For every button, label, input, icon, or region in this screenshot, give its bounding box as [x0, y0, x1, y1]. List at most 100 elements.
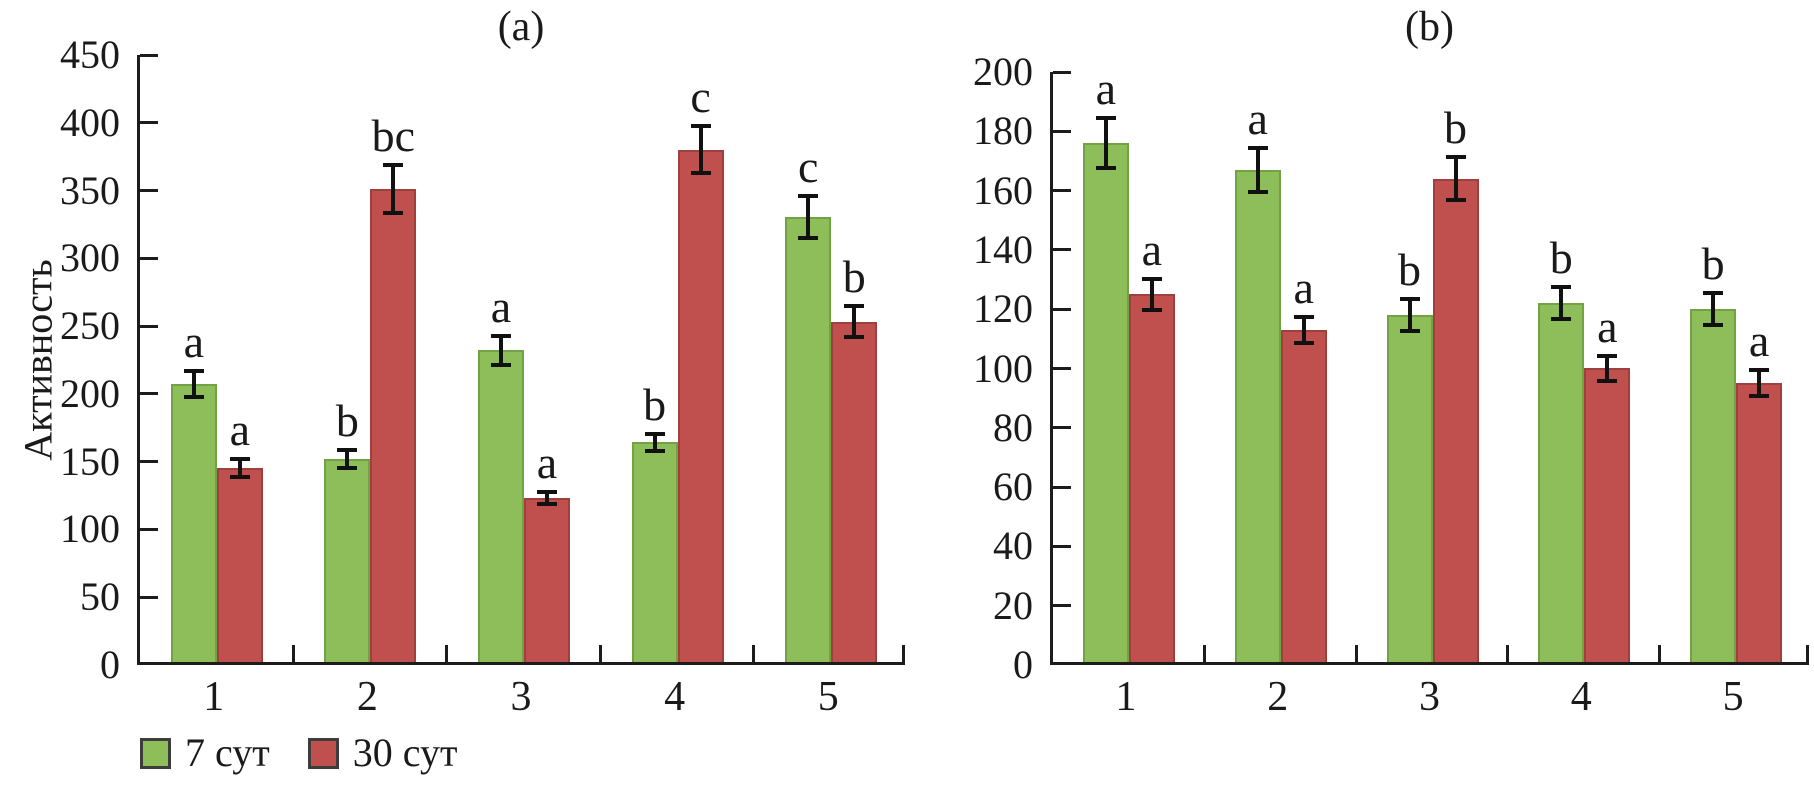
legend-item-7sut: 7 сут	[140, 733, 270, 773]
significance-letter: a	[1095, 63, 1117, 115]
legend: 7 сут 30 сут	[140, 733, 457, 773]
error-bar-stem	[1453, 155, 1458, 203]
x-tick	[291, 645, 295, 662]
significance-letter: b	[643, 378, 667, 430]
legend-item-30sut: 30 сут	[307, 730, 458, 775]
significance-letter: a	[1293, 262, 1314, 314]
bar-red-cat2	[1280, 329, 1327, 662]
error-bar-cap-bottom	[1293, 340, 1314, 345]
significance-letter: b	[1549, 232, 1573, 284]
bar-red-cat1	[216, 468, 263, 662]
y-tick-label: 180	[973, 108, 1033, 154]
y-tick-label: 120	[973, 286, 1033, 332]
error-bar-stem	[545, 489, 549, 507]
y-tick-label: 140	[973, 226, 1033, 272]
y-tick-label: 0	[100, 642, 120, 687]
error-bar	[229, 457, 250, 479]
error-bar-stem	[345, 447, 350, 470]
significance-letter: a	[490, 280, 512, 332]
error-bar-cap-top	[1551, 285, 1572, 290]
x-category-label: 5	[817, 674, 839, 720]
error-bar-cap-bottom	[383, 210, 404, 215]
y-tick	[1053, 70, 1071, 74]
significance-letter: c	[797, 141, 819, 193]
y-tick	[140, 527, 158, 531]
x-category-label: 5	[1722, 674, 1744, 720]
y-tick-label: 100	[60, 506, 120, 552]
error-bar-cap-bottom	[1247, 189, 1268, 194]
x-category-label: 3	[510, 674, 532, 720]
error-bar-stem	[1711, 291, 1716, 327]
error-bar-stem	[1757, 368, 1762, 399]
significance-letter: b	[335, 394, 359, 446]
x-tick	[902, 645, 905, 662]
y-tick	[1053, 426, 1071, 430]
error-bar-cap-bottom	[229, 475, 250, 479]
error-bar-stem	[852, 304, 857, 340]
y-tick	[1053, 307, 1071, 311]
y-tick-label: 100	[973, 345, 1033, 391]
y-tick-label: 40	[993, 523, 1033, 569]
y-tick	[140, 121, 158, 125]
significance-letter: b	[842, 251, 866, 303]
y-tick	[140, 53, 158, 57]
significance-letter: a	[229, 404, 250, 456]
bar-red-cat2	[370, 188, 417, 662]
significance-letter: a	[1597, 300, 1618, 352]
significance-letter: bc	[371, 110, 416, 162]
error-bar-cap-bottom	[491, 362, 511, 367]
bar-red-cat3	[1432, 178, 1479, 662]
error-bar	[1703, 291, 1724, 327]
error-bar-cap-top	[1095, 116, 1116, 121]
error-bar-cap-top	[844, 304, 865, 309]
y-tick	[1053, 367, 1071, 370]
y-tick-label: 400	[60, 99, 120, 145]
bar-green-cat2	[324, 458, 371, 662]
error-bar-cap-top	[1445, 155, 1466, 159]
y-tick-label: 350	[60, 167, 120, 213]
y-tick	[1053, 248, 1071, 252]
bar-red-cat4	[677, 149, 724, 662]
error-bar-cap-top	[1247, 146, 1268, 151]
error-bar-cap-top	[690, 123, 711, 128]
y-tick	[1053, 544, 1071, 548]
error-bar	[537, 489, 557, 507]
error-bar	[1141, 276, 1162, 313]
y-tick	[140, 595, 158, 599]
bar-red-cat5	[1736, 383, 1783, 662]
error-bar-cap-top	[644, 431, 665, 436]
x-tick	[598, 645, 602, 662]
error-bar	[183, 369, 204, 400]
significance-letter: c	[690, 70, 711, 122]
error-bar	[337, 447, 358, 470]
error-bar-stem	[1255, 146, 1260, 194]
significance-letter: a	[1247, 93, 1268, 145]
bar-green-cat3	[1386, 315, 1433, 662]
y-tick	[1053, 189, 1071, 193]
x-tick	[1806, 645, 1809, 662]
error-bar-stem	[1407, 297, 1412, 333]
x-tick	[1202, 645, 1206, 662]
error-bar	[1247, 146, 1268, 194]
error-bar-cap-bottom	[537, 502, 557, 507]
bar-red-cat3	[524, 497, 570, 662]
error-bar-cap-top	[1399, 297, 1420, 302]
error-bar-cap-top	[798, 194, 819, 199]
y-tick	[1053, 604, 1071, 608]
significance-letter: b	[1444, 102, 1467, 153]
error-bar-cap-bottom	[690, 171, 711, 176]
error-bar-cap-bottom	[1141, 308, 1162, 313]
error-bar	[1445, 155, 1466, 203]
legend-label-30sut: 30 сут	[352, 730, 458, 775]
x-category-label: 1	[1115, 674, 1137, 720]
y-tick-label: 160	[973, 167, 1033, 213]
error-bar-cap-top	[183, 369, 204, 374]
error-bar-stem	[1301, 315, 1306, 345]
error-bar-cap-bottom	[1749, 394, 1770, 399]
error-bar-cap-bottom	[337, 465, 358, 470]
y-tick-label: 0	[1013, 642, 1033, 687]
error-bar-cap-bottom	[1703, 322, 1724, 327]
error-bar	[1399, 297, 1420, 333]
